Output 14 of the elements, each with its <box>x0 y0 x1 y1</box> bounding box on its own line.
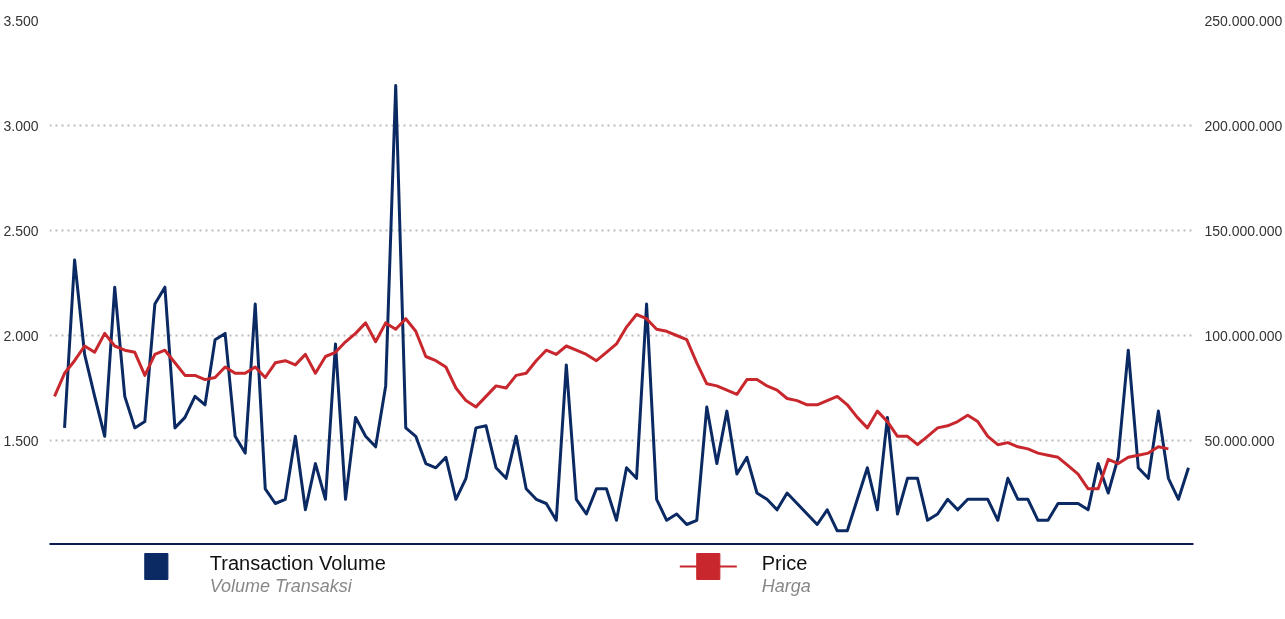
y2-tick-label: 100.000.000 <box>1204 327 1283 344</box>
legend-label: Price Harga <box>761 551 811 596</box>
y2-tick-label: 250.000.000 <box>1204 12 1283 29</box>
y2-tick-label: 150.000.000 <box>1204 222 1283 239</box>
line-series <box>63 84 1190 533</box>
y-tick-label: 2.000 <box>3 327 39 344</box>
y-tick-label: 3.000 <box>3 117 39 134</box>
y2-tick-label: 200.000.000 <box>1204 117 1283 134</box>
line-series <box>53 313 1170 491</box>
y-tick-label: 2.500 <box>3 222 39 239</box>
y-tick-label: 1.500 <box>3 432 39 449</box>
legend-label: Transaction Volume Volume Transaksi <box>209 551 386 596</box>
y2-tick-label: 50.000.000 <box>1204 432 1275 449</box>
y-tick-label: 3.500 <box>3 12 39 29</box>
